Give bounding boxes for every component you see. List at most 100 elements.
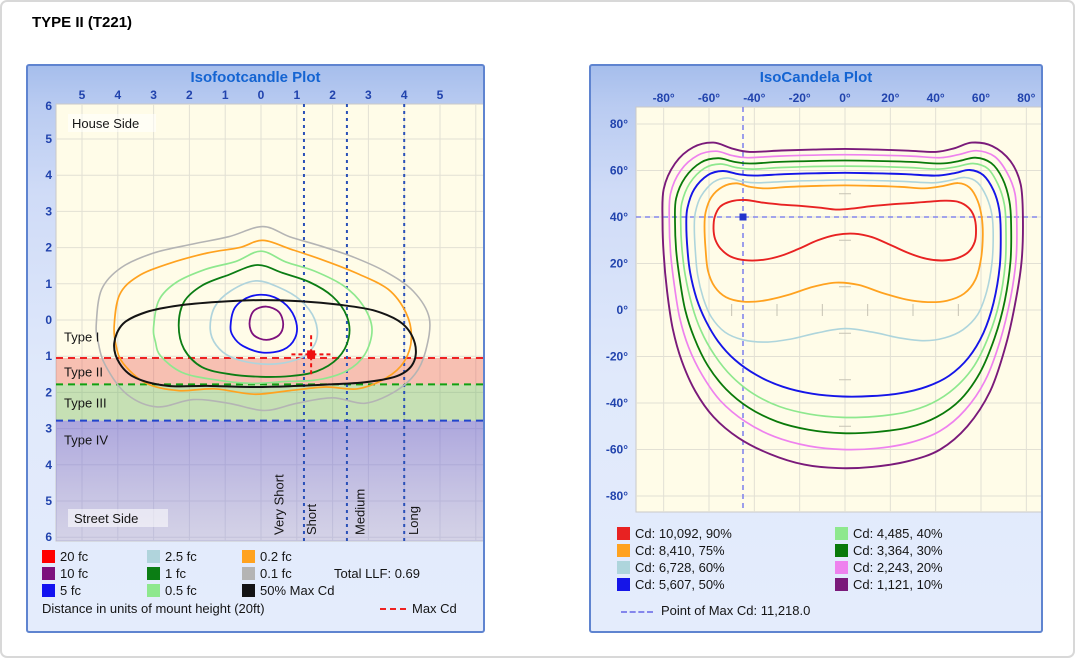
distance-label: Very Short [272,474,287,535]
legend-item: 0.1 fc [242,566,292,581]
axis-tick-label: 0 [45,313,52,327]
contour-line [177,264,351,378]
legend-label: 0.2 fc [260,549,292,564]
legend-item: 50% Max Cd [242,583,334,598]
legend-label: Cd: 5,607, 50% [635,577,725,592]
legend-label: 10 fc [60,566,89,581]
contour-line [685,169,1002,398]
axis-tick-label: 60° [610,164,628,178]
max-cd-point-marker [739,213,747,221]
legend-item: Cd: 3,364, 30% [835,543,943,558]
axis-tick-label: 1 [222,88,229,102]
axis-tick-label: 4 [45,458,52,472]
legend-label: 50% Max Cd [260,583,335,598]
axis-tick-label: 4 [401,88,408,102]
axis-tick-label: -20° [789,91,811,105]
legend-item: 1 fc [147,566,186,581]
distance-label: Long [406,506,421,535]
axis-tick-label: 0° [617,303,629,317]
contour-line [679,162,1007,419]
legend-swatch [617,578,630,591]
contour-line [229,293,298,354]
axis-tick-label: 3 [365,88,372,102]
legend-item: Cd: 1,121, 10% [835,577,943,592]
point-of-max-cd-label: Point of Max Cd: 11,218.0 [661,603,811,618]
legend-swatch [147,567,160,580]
legend-item: 2.5 fc [147,549,197,564]
contour-line [693,176,994,343]
contour-line [113,299,417,388]
legend-label: 0.1 fc [260,566,292,581]
axis-tick-label: 1 [293,88,300,102]
axis-tick-label: -60° [606,443,628,457]
axis-tick-label: 6 [45,530,52,544]
legend-label: Cd: 2,243, 20% [853,560,943,575]
isofootcandle-title: Isofootcandle Plot [190,69,321,86]
page-title: TYPE II (T221) [32,14,133,31]
legend-label: Cd: 3,364, 30% [853,543,943,558]
zone-label: Type I [64,329,99,344]
legend-swatch [242,550,255,563]
legend-item: 0.2 fc [242,549,292,564]
axis-tick-label: -20° [606,350,628,364]
legend-swatch [147,550,160,563]
axis-tick-label: 5 [45,132,52,146]
axis-tick-label: 40° [927,91,945,105]
street-side-label: Street Side [74,511,138,526]
legend-label: Cd: 6,728, 60% [635,560,725,575]
legend-swatch [835,527,848,540]
axis-tick-label: -40° [743,91,765,105]
axis-tick-label: -80° [606,489,628,503]
legend-item: Cd: 5,607, 50% [617,577,725,592]
axis-tick-label: 1 [45,349,52,363]
isofootcandle-panel: House Side Street Side Type I Type II Type I… [26,64,485,633]
house-side-label-bg [68,114,156,132]
legend-swatch [835,561,848,574]
legend-swatch [42,584,55,597]
zone-label: Type III [64,396,107,411]
zone-band [56,358,483,385]
legend-swatch [617,527,630,540]
contour-line [113,239,413,396]
distance-units-footnote: Distance in units of mount height (20ft) [42,601,265,616]
legend-swatch [42,550,55,563]
contour-line [673,156,1013,435]
axis-tick-label: 5 [79,88,86,102]
axis-tick-label: 0 [258,88,265,102]
legend-swatch [242,567,255,580]
axis-tick-label: 4 [45,168,52,182]
distance-label: Medium [353,489,368,535]
contour-line [95,225,431,412]
legend-swatch [617,544,630,557]
max-cd-dash-icon [380,608,406,610]
contour-line [248,305,285,341]
house-side-label: House Side [72,116,139,131]
axis-tick-label: 5 [45,494,52,508]
legend-swatch [242,584,255,597]
legend-item: Cd: 4,485, 40% [835,526,943,541]
legend-item: 20 fc [42,549,88,564]
axis-tick-label: 6 [45,99,52,113]
legend-label: 1 fc [165,566,186,581]
legend-swatch [617,561,630,574]
zone-band [56,384,483,421]
legend-item: 5 fc [42,583,81,598]
zone-label: Type II [64,364,103,379]
legend-label: 2.5 fc [165,549,197,564]
axis-tick-label: 20° [610,257,628,271]
legend-label: Cd: 10,092, 90% [635,526,732,541]
axis-tick-label: -40° [606,396,628,410]
axis-tick-label: 2 [329,88,336,102]
contour-line [703,182,984,304]
max-cd-marker [307,350,316,359]
contour-line [152,250,373,385]
legend-label: Cd: 8,410, 75% [635,543,725,558]
axis-tick-label: 2 [45,241,52,255]
contour-line [661,141,1024,470]
isocandela-title: IsoCandela Plot [759,69,873,86]
axis-tick-label: 3 [45,204,52,218]
legend-label: Cd: 1,121, 10% [853,577,943,592]
legend-item: Cd: 2,243, 20% [835,560,943,575]
total-llf-value: Total LLF: 0.69 [334,566,420,581]
